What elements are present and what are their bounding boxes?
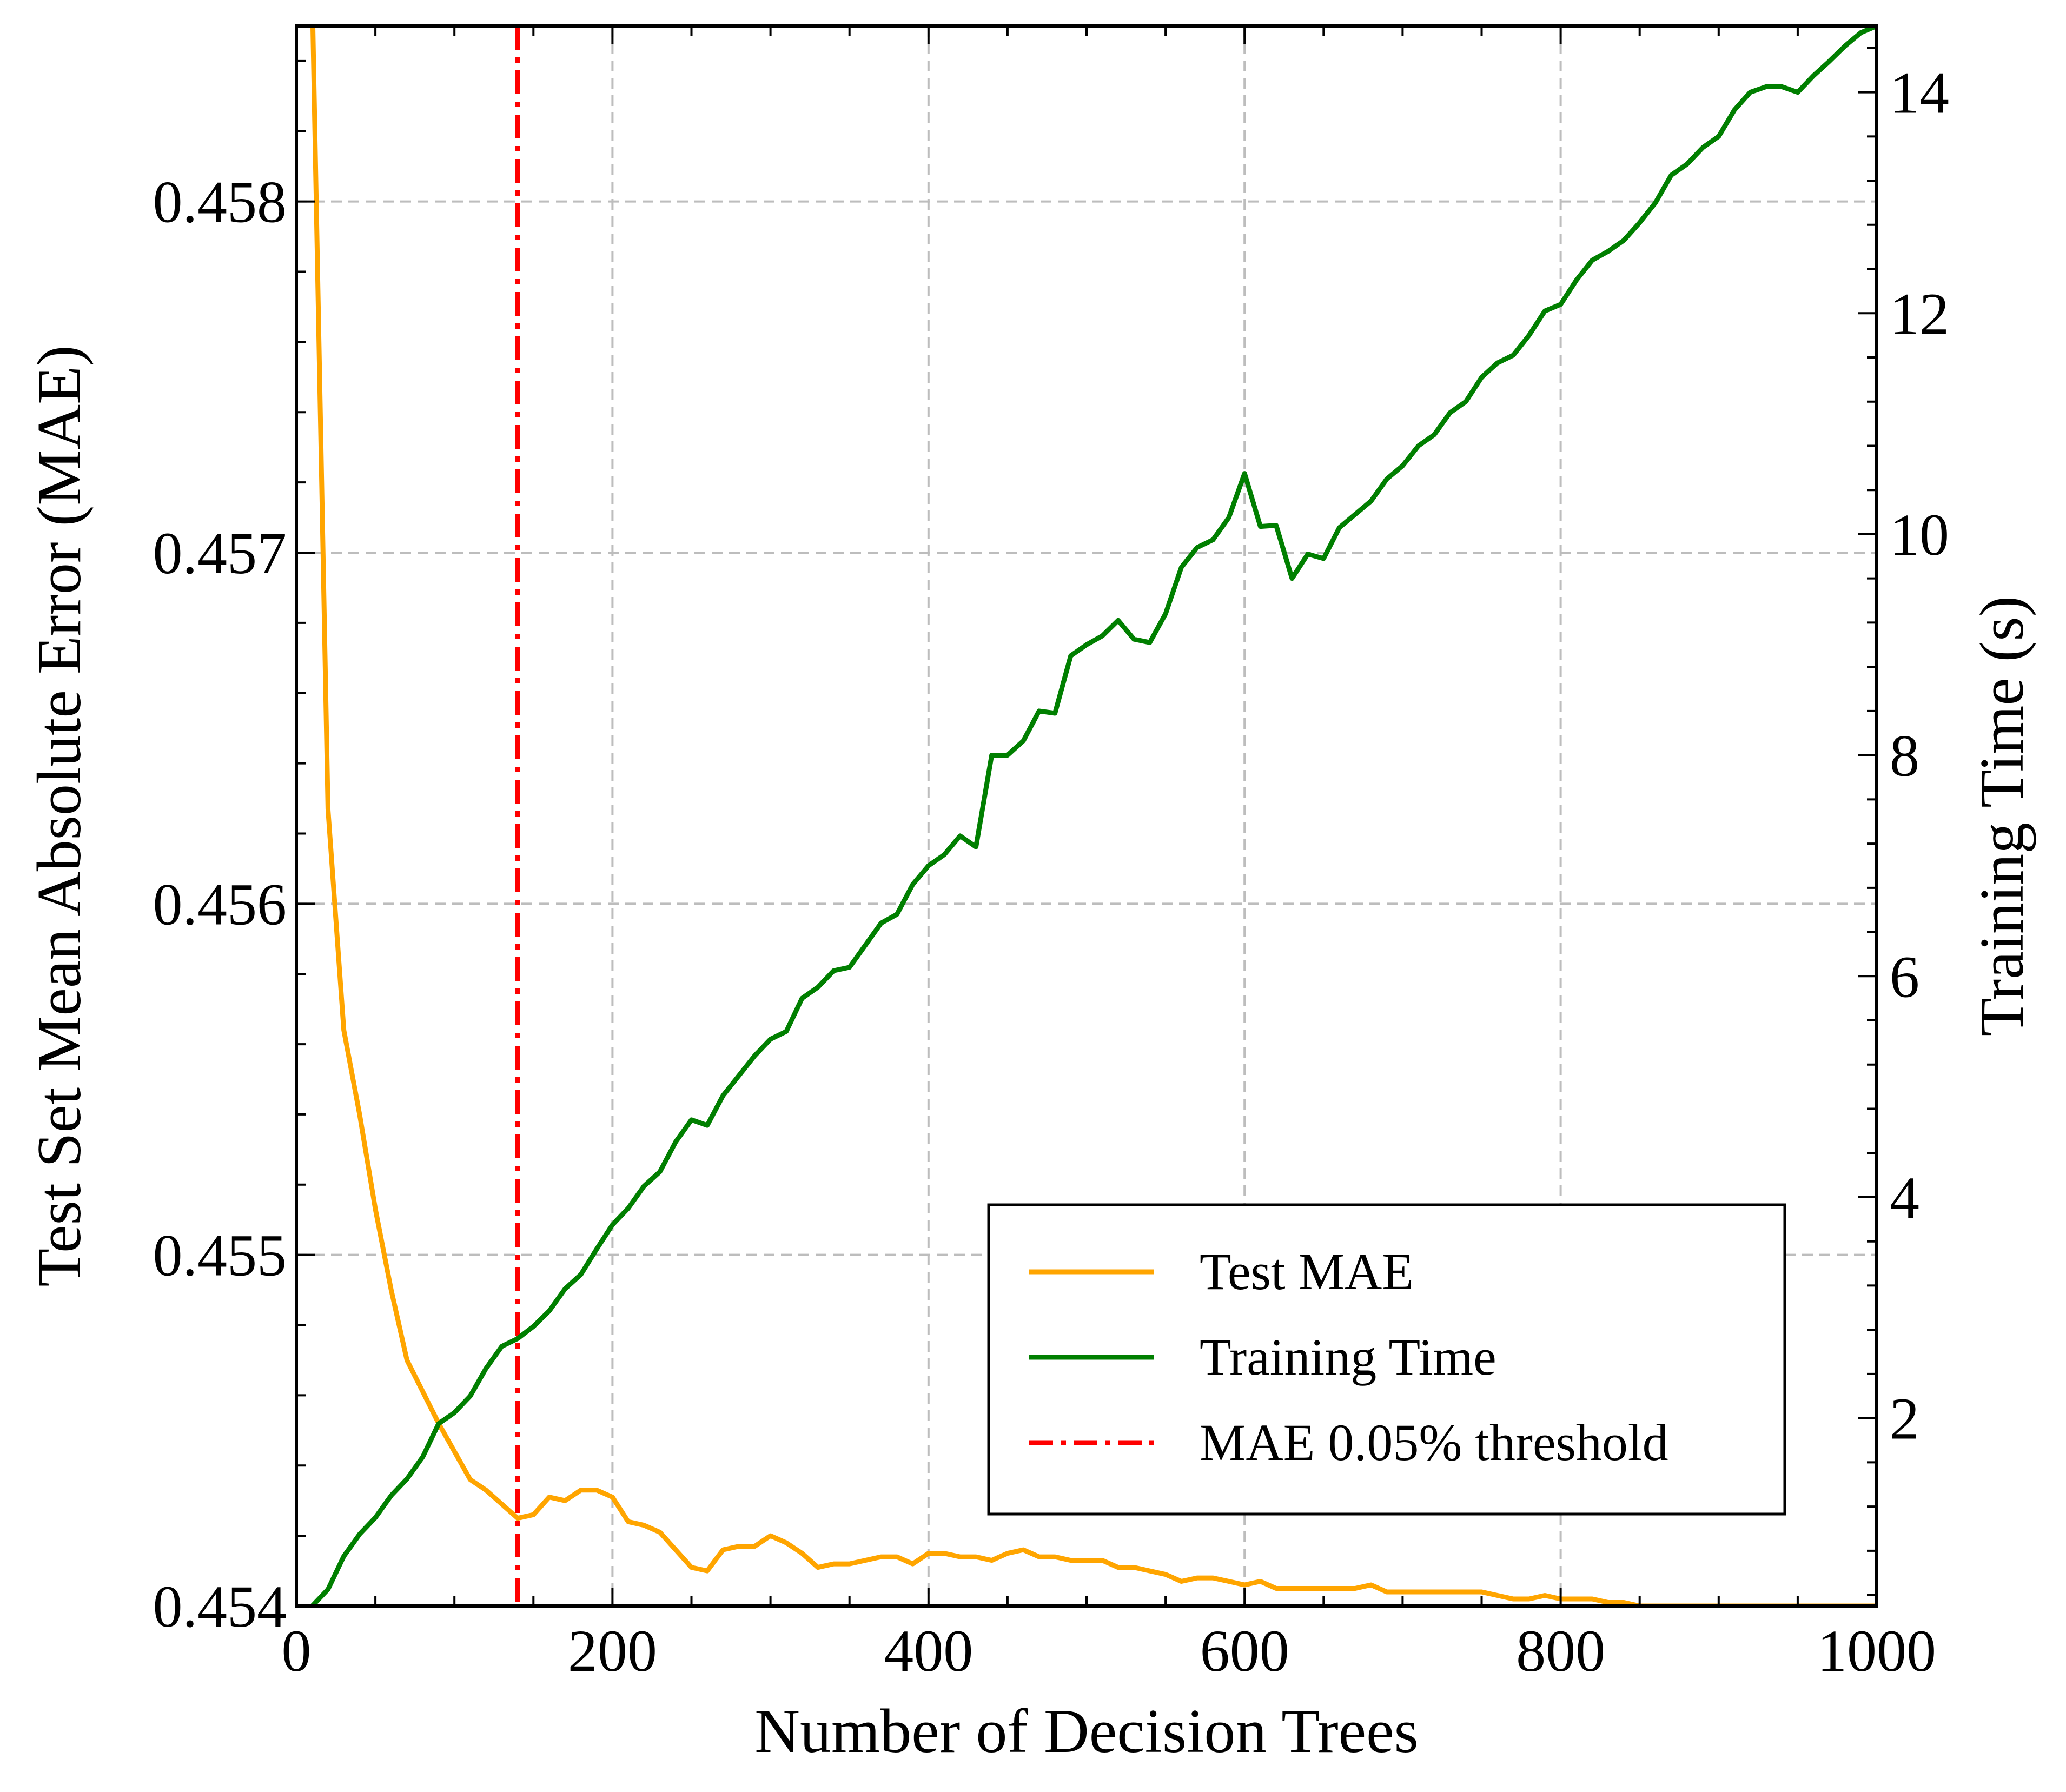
- y2-tick-label: 10: [1890, 502, 1949, 568]
- y2-axis-title: Training Time (s): [1968, 596, 2037, 1036]
- legend-label: Training Time: [1200, 1328, 1496, 1386]
- y-tick-label: 0.457: [153, 520, 287, 586]
- y-tick-label: 0.454: [153, 1574, 287, 1640]
- y2-tick-label: 4: [1890, 1165, 1919, 1231]
- plot-frame: [295, 24, 1878, 1608]
- x-tick-label: 800: [1516, 1618, 1605, 1684]
- y2-tick-label: 6: [1890, 944, 1919, 1010]
- x-axis-title: Number of Decision Trees: [754, 1697, 1419, 1766]
- legend-label: Test MAE: [1200, 1243, 1414, 1300]
- x-tick-label: 200: [568, 1618, 657, 1684]
- y2-tick-label: 12: [1890, 281, 1949, 347]
- x-tick-label: 0: [282, 1618, 312, 1684]
- y2-tick-label: 8: [1890, 723, 1919, 789]
- x-tick-label: 1000: [1817, 1618, 1936, 1684]
- y-axis-title: Test Set Mean Absolute Error (MAE): [25, 345, 94, 1286]
- legend-label: MAE 0.05% threshold: [1200, 1413, 1668, 1471]
- training-time-line: [309, 26, 1877, 1606]
- y2-tick-label: 14: [1890, 60, 1949, 126]
- y-tick-label: 0.456: [153, 871, 287, 937]
- y-tick-label: 0.458: [153, 169, 287, 235]
- x-tick-label: 400: [884, 1618, 973, 1684]
- y2-tick-label: 2: [1890, 1386, 1919, 1452]
- series-lines: [309, 26, 1877, 1606]
- tick-labels: 0 200 400 600 800 1000 0.454 0.455 0.456 0.457 0.4…: [153, 60, 1950, 1684]
- legend: Test MAE Training Time MAE 0.05% threshold: [987, 1203, 1786, 1516]
- y-tick-label: 0.455: [153, 1223, 287, 1289]
- test-mae-line: [310, 26, 1877, 1606]
- x-tick-label: 600: [1200, 1618, 1289, 1684]
